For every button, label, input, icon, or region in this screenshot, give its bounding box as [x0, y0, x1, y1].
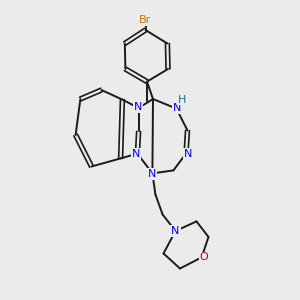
Text: N: N — [171, 226, 180, 236]
Text: N: N — [134, 102, 142, 112]
Text: N: N — [173, 103, 181, 113]
Text: N: N — [132, 149, 140, 159]
Text: Br: Br — [140, 15, 152, 25]
Text: N: N — [184, 148, 193, 159]
Text: H: H — [178, 94, 187, 105]
Text: O: O — [200, 252, 208, 262]
Text: N: N — [148, 169, 156, 179]
